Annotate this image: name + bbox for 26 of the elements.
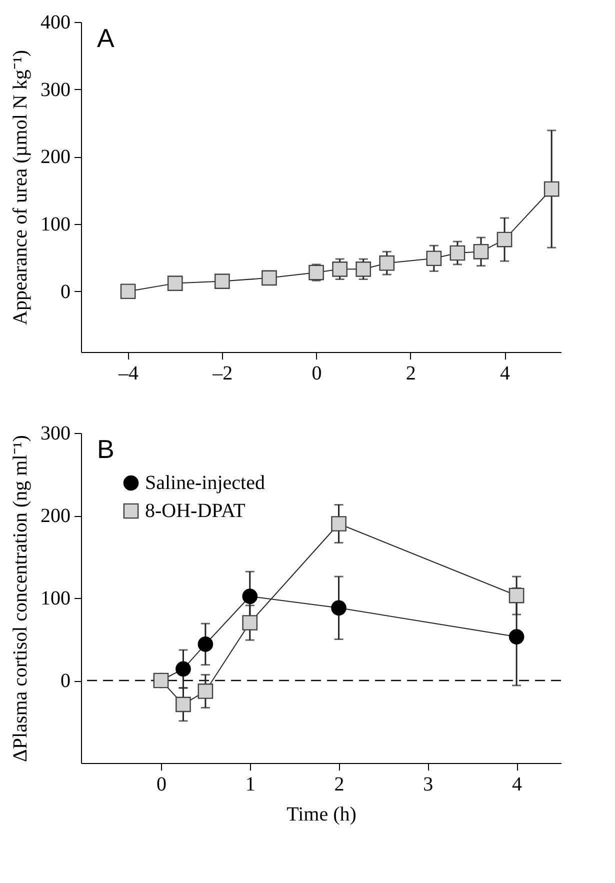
- x-tick-label: –2: [212, 362, 233, 384]
- x-tick-label: 1: [245, 774, 256, 796]
- x-tick-label: –4: [118, 362, 139, 384]
- y-tick-label: 0: [60, 670, 70, 692]
- y-tick-label: 300: [40, 78, 70, 101]
- chart-title: A: [97, 23, 115, 53]
- y-axis-title: ΔPlasma cortisol concentration (ng ml⁻¹): [10, 435, 32, 762]
- legend-label: Saline-injected: [145, 472, 265, 494]
- x-tick-label: 0: [156, 774, 166, 796]
- y-tick-label: 0: [60, 280, 70, 303]
- x-tick-label: 2: [406, 362, 416, 384]
- x-tick-label: 3: [423, 774, 434, 796]
- y-tick-label: 100: [40, 214, 70, 236]
- y-axis-title: Appearance of urea (µmol N kg⁻¹): [10, 50, 32, 325]
- y-tick-label: 200: [40, 505, 70, 527]
- y-tick-label: 400: [40, 12, 70, 34]
- x-tick-label: 2: [334, 774, 344, 796]
- x-axis-title: Time (h): [286, 804, 356, 826]
- y-tick-label: 200: [40, 146, 70, 168]
- legend-label: 8-OH-DPAT: [145, 500, 246, 522]
- x-tick-label: 4: [500, 362, 510, 384]
- y-tick-label: 100: [40, 588, 70, 610]
- chart-title: B: [97, 434, 114, 464]
- x-tick-label: 4: [512, 774, 522, 796]
- x-tick-label: 0: [312, 362, 322, 384]
- y-tick-label: 300: [40, 422, 70, 444]
